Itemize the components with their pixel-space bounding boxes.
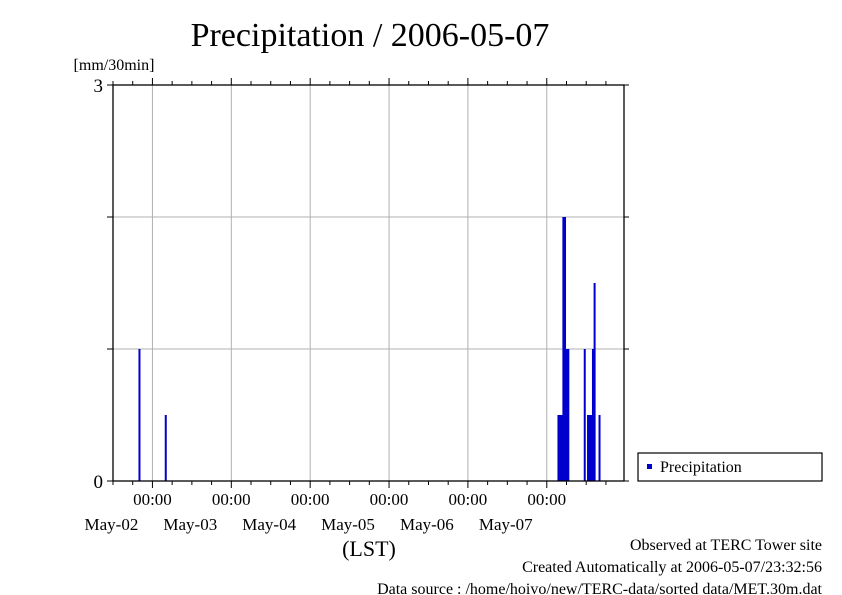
created-note: Created Automatically at 2006-05-07/23:3…: [522, 559, 822, 576]
bar-6: [564, 217, 567, 481]
x-tick-hour-3: 00:00: [370, 490, 409, 509]
x-tick-hour-4: 00:00: [449, 490, 488, 509]
x-tick-labels: 00:00 May-02 00:00 May-03 00:00 May-04 00:00 Ma…: [85, 490, 567, 534]
bar-3: [559, 415, 562, 481]
legend-label: Precipitation: [660, 459, 742, 476]
x-tick-hour-5: 00:00: [527, 490, 566, 509]
y-tick-label-max: 3: [94, 76, 104, 97]
x-tick-hour-0: 00:00: [133, 490, 172, 509]
bar-13: [591, 349, 594, 481]
y-axis-unit-label: [mm/30min]: [74, 57, 155, 74]
bar-0: [138, 349, 141, 481]
bar-15: [598, 415, 601, 481]
x-tick-day-2: May-04: [242, 515, 296, 534]
bar-2: [557, 415, 560, 481]
bar-9: [583, 349, 586, 481]
x-tick-hour-1: 00:00: [212, 490, 251, 509]
axis-ticks: [107, 78, 629, 488]
bar-14: [593, 283, 596, 481]
bar-11: [588, 415, 591, 481]
observed-note: Observed at TERC Tower site: [630, 537, 822, 554]
precipitation-bars: [138, 217, 601, 481]
legend-box: [637, 452, 823, 482]
legend: Precipitation: [637, 452, 823, 482]
x-tick-day-0: May-02: [85, 515, 139, 534]
x-tick-day-3: May-05: [321, 515, 375, 534]
chart-title: Precipitation / 2006-05-07: [191, 17, 550, 54]
x-tick-day-4: May-06: [400, 515, 454, 534]
y-tick-label-min: 0: [94, 472, 104, 493]
bar-8: [567, 349, 570, 481]
legend-swatch: [647, 464, 652, 469]
bar-7: [565, 349, 568, 481]
bar-4: [560, 415, 563, 481]
x-tick-day-1: May-03: [163, 515, 217, 534]
plot-frame: [112, 84, 625, 482]
data-source-note: Data source : /home/hoivo/new/TERC-data/…: [377, 581, 822, 595]
x-tick-day-5: May-07: [479, 515, 533, 534]
bar-12: [590, 415, 593, 481]
bar-5: [562, 217, 565, 481]
bar-1: [164, 415, 167, 481]
x-axis-label: (LST): [342, 536, 396, 561]
bar-10: [587, 415, 590, 481]
x-tick-hour-2: 00:00: [291, 490, 330, 509]
gridlines: [113, 85, 624, 481]
